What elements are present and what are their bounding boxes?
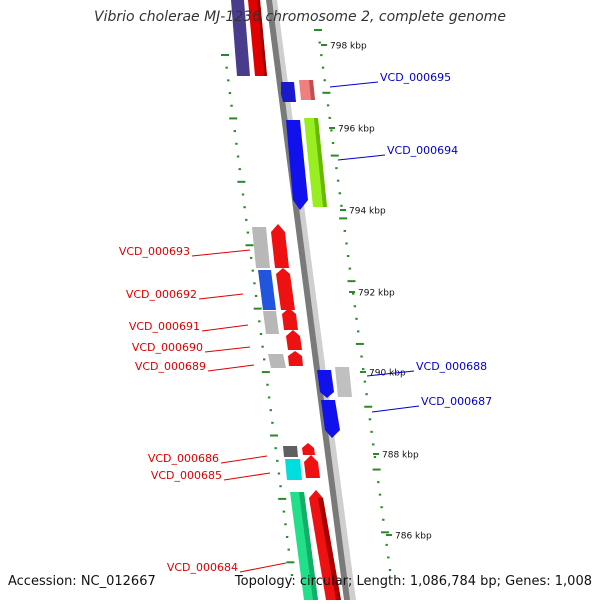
gene-VCD_000689-grey — [268, 354, 286, 368]
ruler-dots — [221, 29, 392, 576]
gene-VCD_000693-red — [271, 224, 289, 268]
gene-leader-line — [207, 364, 255, 372]
gene-label[interactable]: VCD_000690 — [132, 341, 203, 354]
tick-label: 792 kbp — [358, 289, 395, 299]
gene-leader-line — [198, 293, 244, 300]
gene-label[interactable]: VCD_000692 — [126, 288, 197, 301]
gene-VCD_000688-grey — [335, 367, 352, 397]
gene-label[interactable]: VCD_000691 — [129, 320, 200, 333]
gene-leader-line — [220, 455, 268, 464]
gene-label[interactable]: VCD_000684 — [167, 561, 238, 574]
tick-label: 786 kbp — [395, 532, 432, 542]
page-title: Vibrio cholerae MJ-1236 chromosome 2, co… — [94, 9, 506, 25]
gene-leader-line — [371, 405, 420, 413]
gene-leader-line — [201, 324, 249, 332]
gene-VCD_000687-blue — [321, 400, 340, 438]
feature-top-purple — [231, 0, 250, 76]
gene-VCD_000695-grey — [281, 82, 296, 102]
gene-label[interactable]: VCD_000695 — [380, 71, 451, 84]
gene-leader-line — [239, 562, 287, 573]
tick-label: 794 kbp — [349, 207, 386, 217]
gene-VCD_000686-grey — [283, 446, 298, 457]
gene-VCD_000694-blue — [286, 120, 308, 210]
backbone — [266, 0, 350, 600]
gene-VCD_000691-grey — [263, 311, 279, 334]
gene-VCD_000688-blue — [317, 370, 334, 398]
topology-text: Topology: circular; Length: 1,086,784 bp… — [234, 574, 592, 589]
gene-leader-line — [204, 346, 251, 353]
tick-label: 798 kbp — [330, 42, 367, 52]
gene-VCD_000684-green-shade — [299, 492, 318, 600]
accession-text: Accession: NC_012667 — [8, 574, 156, 589]
gene-leader-line — [223, 472, 271, 481]
gene-label[interactable]: VCD_000686 — [148, 452, 219, 465]
gene-VCD_000685-red — [304, 455, 320, 478]
gene-VCD_000692-blue — [258, 270, 276, 310]
gene-VCD_000692-red — [276, 268, 295, 310]
gene-VCD_000685-cyan — [285, 459, 302, 480]
gene-VCD_000694-green-shade — [314, 118, 327, 207]
gene-label[interactable]: VCD_000688 — [416, 360, 487, 373]
gene-label[interactable]: VCD_000687 — [421, 395, 492, 408]
gene-label[interactable]: VCD_000689 — [135, 360, 206, 373]
feature-top-red-shade — [257, 0, 267, 76]
gene-label[interactable]: VCD_000685 — [151, 469, 222, 482]
gene-VCD_000693-grey — [252, 227, 270, 268]
tick-label: 788 kbp — [382, 451, 419, 461]
gene-leader-line — [329, 81, 379, 88]
gene-labels: VCD_000695 VCD_000694 VCD_000693 VCD_000692… — [119, 71, 492, 574]
gene-VCD_000689-red — [288, 351, 303, 366]
gene-VCD_000691-red — [282, 308, 298, 330]
gene-VCD_000686-red — [302, 443, 315, 455]
tick-label: 796 kbp — [338, 125, 375, 135]
gene-VCD_000684-red-shade — [318, 498, 341, 600]
gene-leader-line — [337, 154, 386, 161]
gene-label[interactable]: VCD_000693 — [119, 245, 190, 258]
gene-VCD_000695-pink-shade — [309, 80, 315, 100]
gene-leader-line — [366, 370, 415, 377]
gene-VCD_000690-red — [286, 330, 302, 350]
gene-label[interactable]: VCD_000694 — [387, 144, 458, 157]
gene-leader-line — [191, 249, 251, 257]
